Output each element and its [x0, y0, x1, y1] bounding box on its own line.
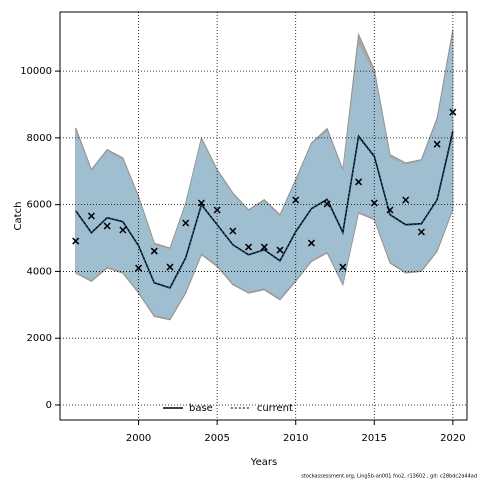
series-line: [75, 133, 454, 290]
observed-point: [339, 263, 347, 271]
observed-point: [213, 206, 221, 214]
footnote: stockassessment.org, Ling5b-an001 fno2, …: [301, 474, 477, 480]
x-tick-label: 2010: [283, 433, 308, 444]
legend-label: base: [189, 403, 213, 414]
y-tick-label: 4000: [27, 266, 52, 277]
observed-point: [370, 199, 378, 207]
x-axis-label: Years: [250, 457, 277, 468]
observed-point: [182, 219, 190, 227]
y-tick-label: 6000: [27, 200, 52, 211]
x-tick-label: 2005: [204, 433, 229, 444]
y-tick-label: 2000: [27, 333, 52, 344]
observed-point: [276, 246, 284, 254]
observed-point: [355, 178, 363, 186]
observed-point: [72, 237, 80, 245]
confidence-band: [75, 34, 453, 319]
y-tick-label: 10000: [20, 66, 52, 77]
observed-point: [449, 108, 457, 116]
plot-frame: [59, 11, 468, 421]
x-tick-label: 2015: [362, 433, 387, 444]
observed-point: [103, 222, 111, 230]
observed-point: [166, 263, 174, 271]
observed-point: [402, 196, 410, 204]
observed-point: [87, 212, 95, 220]
observed-point: [245, 243, 253, 251]
observed-point: [135, 264, 143, 272]
observed-point: [119, 226, 127, 234]
legend-label: current: [257, 403, 293, 414]
observed-point: [417, 228, 425, 236]
observed-point: [229, 227, 237, 235]
observed-point: [433, 140, 441, 148]
observed-point: [150, 247, 158, 255]
y-tick-label: 0: [46, 400, 52, 411]
observed-point: [197, 199, 205, 207]
observed-point: [292, 196, 300, 204]
observed-point: [386, 206, 394, 214]
x-tick-label: 2020: [440, 433, 465, 444]
observed-point: [307, 239, 315, 247]
observed-point: [323, 200, 331, 208]
x-tick-label: 2000: [126, 433, 151, 444]
y-axis-label: Catch: [13, 202, 24, 231]
observed-point: [260, 243, 268, 251]
y-tick-label: 8000: [27, 133, 52, 144]
